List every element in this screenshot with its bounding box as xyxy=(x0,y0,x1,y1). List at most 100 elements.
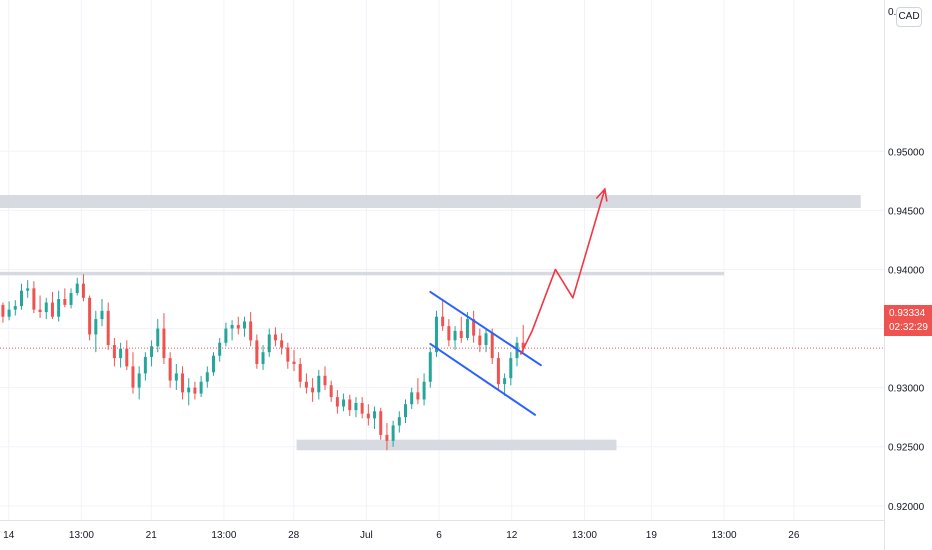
candle xyxy=(236,316,240,335)
candle-body xyxy=(267,334,271,353)
candle xyxy=(273,327,277,347)
candle xyxy=(298,358,302,388)
channel-line xyxy=(429,290,542,367)
candle xyxy=(156,319,160,353)
candle xyxy=(472,310,476,343)
candle xyxy=(199,375,203,398)
candle xyxy=(112,338,116,367)
candle xyxy=(150,340,154,367)
candle-body xyxy=(224,328,228,343)
candle xyxy=(496,352,500,390)
candle xyxy=(106,302,110,350)
candle xyxy=(32,281,36,314)
candle xyxy=(441,299,445,331)
candle-body xyxy=(410,392,414,405)
candle-body xyxy=(360,403,364,414)
time-tick-label: 13:00 xyxy=(69,530,94,541)
candle xyxy=(187,378,191,406)
candle-body xyxy=(416,392,420,400)
candle xyxy=(242,316,246,337)
time-tick-label: 14 xyxy=(3,530,15,541)
candle xyxy=(63,288,67,308)
price-zone xyxy=(0,271,725,276)
candle-body xyxy=(150,346,154,357)
candle xyxy=(19,283,23,310)
candle xyxy=(373,406,377,429)
candle-body xyxy=(50,302,54,317)
candle xyxy=(304,373,308,394)
candle xyxy=(267,328,271,357)
candle-body xyxy=(57,299,61,317)
candle xyxy=(81,274,85,302)
candle-body xyxy=(119,348,123,359)
channel-line xyxy=(429,342,537,416)
candle-body xyxy=(385,434,389,441)
candle-body xyxy=(218,342,222,356)
candle-body xyxy=(174,373,178,381)
candle-body xyxy=(32,288,36,310)
candle-body xyxy=(447,326,451,341)
time-tick-label: 13:00 xyxy=(712,530,737,541)
candle-body xyxy=(199,381,203,394)
candle xyxy=(13,300,17,316)
candle-body xyxy=(280,340,284,348)
candle xyxy=(224,322,228,347)
candle-body xyxy=(459,330,463,338)
candle xyxy=(94,310,98,353)
candle xyxy=(280,333,284,355)
price-tick-label: 0.94500 xyxy=(888,206,925,217)
candle-body xyxy=(342,399,346,407)
candle xyxy=(174,364,178,390)
price-zone xyxy=(296,439,617,451)
candle-body xyxy=(292,361,296,364)
candle xyxy=(490,328,494,364)
candle xyxy=(131,352,135,394)
candle xyxy=(434,310,438,357)
candle-body xyxy=(26,288,30,291)
time-tick-label: 28 xyxy=(288,530,300,541)
candle-body xyxy=(428,352,432,382)
candle xyxy=(317,369,321,400)
candle xyxy=(366,404,370,426)
candle-body xyxy=(156,328,160,347)
candle xyxy=(162,313,166,364)
candle-body xyxy=(472,319,476,336)
candle xyxy=(342,393,346,412)
candle-body xyxy=(100,310,104,320)
candle xyxy=(354,397,358,418)
candle-body xyxy=(397,417,401,426)
candle-body xyxy=(391,425,395,441)
candle xyxy=(57,290,61,322)
candle xyxy=(348,394,352,416)
candle xyxy=(404,399,408,424)
time-tick-label: 13:00 xyxy=(211,530,236,541)
projection-arrowhead xyxy=(595,187,608,202)
candle xyxy=(218,338,222,362)
countdown-timer: 02:32:29 xyxy=(889,322,928,333)
price-tick-label: 0.95000 xyxy=(888,147,925,158)
price-axis[interactable]: 0.920000.925000.930000.935000.940000.945… xyxy=(884,0,925,550)
time-axis[interactable]: 14 13:00 21 13:00 28 Jul 6 12 13:00 19 13:00 26 xyxy=(0,520,884,542)
candle-body xyxy=(422,381,426,400)
candle xyxy=(7,301,11,321)
candle-body xyxy=(348,399,352,411)
candle xyxy=(397,411,401,433)
candle xyxy=(447,319,451,347)
candle xyxy=(119,342,123,368)
candle xyxy=(75,277,79,296)
currency-badge[interactable]: CAD xyxy=(896,7,922,27)
candle-body xyxy=(131,366,135,388)
candle-body xyxy=(509,358,513,379)
time-tick-label: 26 xyxy=(788,530,800,541)
candle xyxy=(335,390,339,414)
candle-body xyxy=(13,306,17,310)
candle-body xyxy=(478,335,482,346)
candle-body xyxy=(273,334,277,341)
candle xyxy=(1,302,5,323)
candle xyxy=(137,366,141,400)
candle-body xyxy=(304,381,308,388)
candle-body xyxy=(69,293,73,305)
candle xyxy=(385,423,389,451)
